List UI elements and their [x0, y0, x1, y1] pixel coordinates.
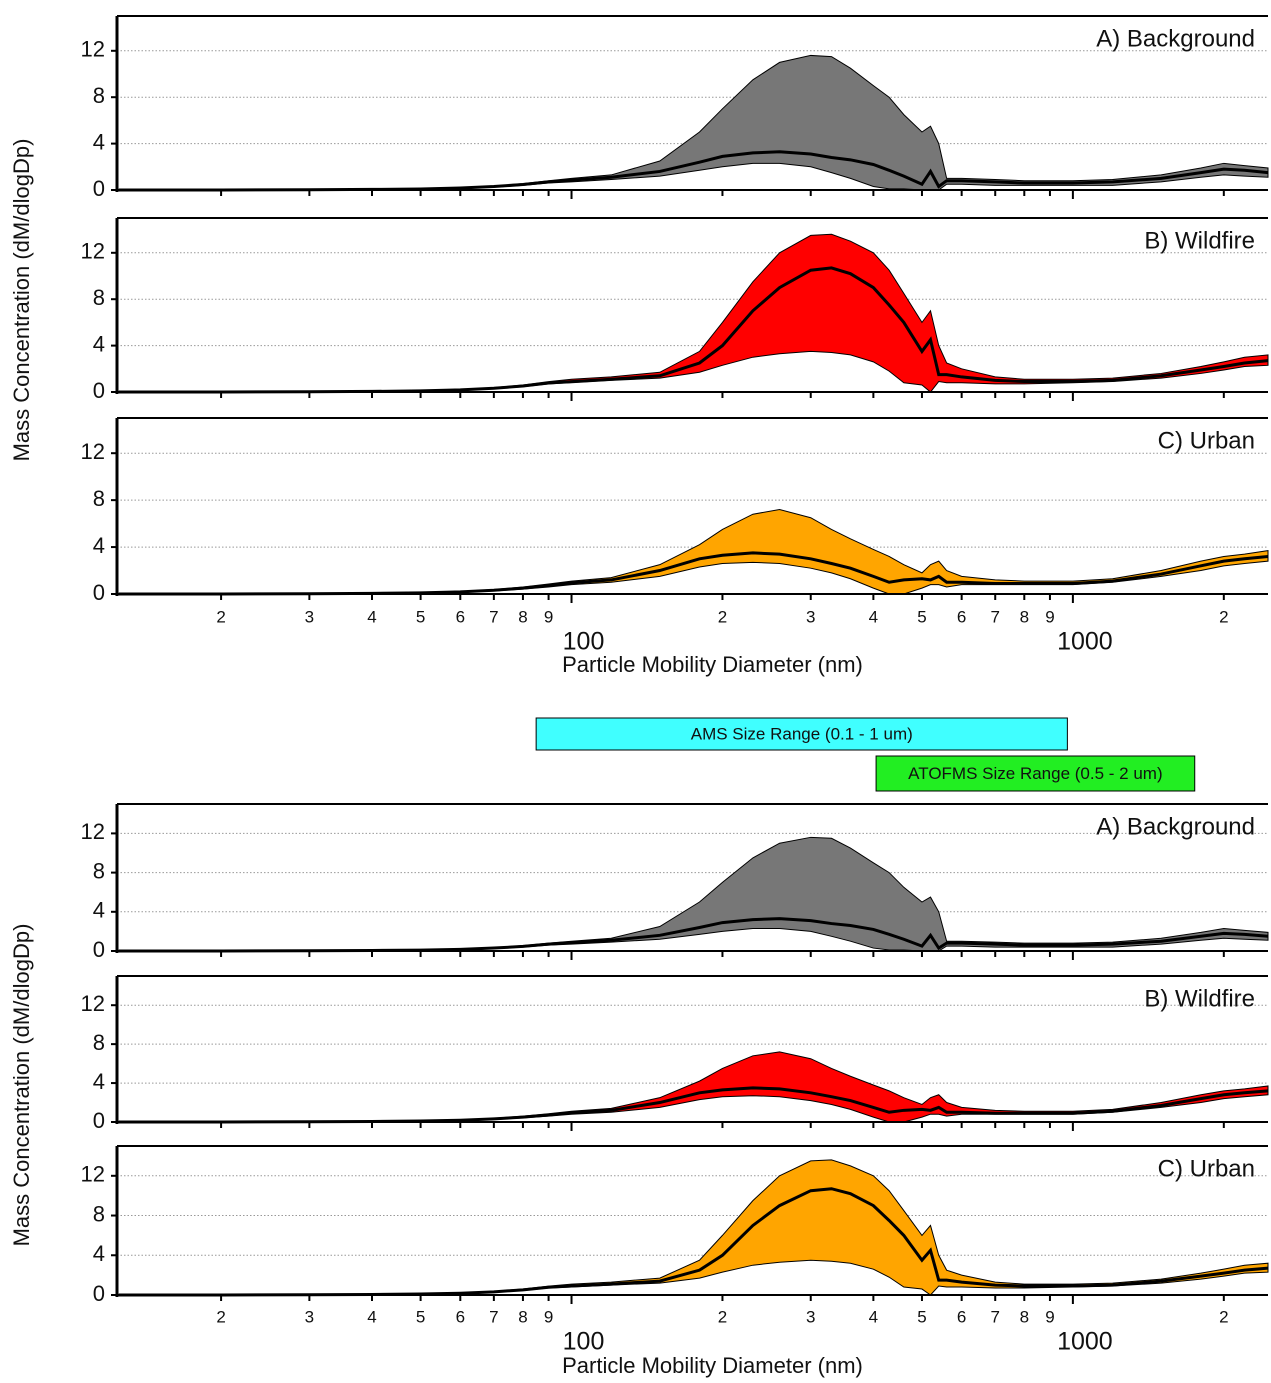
- y-tick-label: 12: [81, 439, 105, 464]
- size-range-label: ATOFMS Size Range (0.5 - 2 um): [908, 764, 1162, 783]
- x-tick-label: 8: [1020, 1307, 1029, 1326]
- x-tick-label: 9: [544, 1307, 553, 1326]
- y-tick-label: 0: [93, 937, 105, 962]
- x-tick-label: 3: [305, 1307, 314, 1326]
- panel-label: C) Urban: [1158, 1155, 1255, 1182]
- panel-label: B) Wildfire: [1144, 227, 1255, 254]
- x-tick-label: 1000: [1057, 1328, 1113, 1356]
- x-tick-label: 2: [216, 1307, 225, 1326]
- y-tick-label: 8: [93, 858, 105, 883]
- y-tick-label: 12: [81, 239, 105, 264]
- x-tick-label: 2: [718, 1307, 727, 1326]
- x-tick-label: 7: [990, 607, 999, 626]
- band: [118, 836, 1269, 952]
- x-tick-label: 8: [518, 607, 527, 626]
- band: [118, 233, 1269, 393]
- x-tick-label: 4: [367, 607, 376, 626]
- x-tick-label: 4: [869, 607, 878, 626]
- mean-line: [118, 150, 1269, 192]
- x-tick-label: 1000: [1057, 628, 1113, 656]
- x-tick-label: 8: [518, 1307, 527, 1326]
- band: [118, 509, 1269, 595]
- mean-line: [118, 551, 1269, 596]
- panel-label: A) Background: [1096, 25, 1255, 52]
- y-tick-label: 0: [93, 580, 105, 605]
- y-tick-label: 12: [81, 819, 105, 844]
- y-tick-label: 8: [93, 285, 105, 310]
- x-tick-label: 8: [1020, 607, 1029, 626]
- size-range-box: [535, 717, 1068, 751]
- x-tick-label: 3: [806, 607, 815, 626]
- x-tick-label: 2: [1219, 607, 1228, 626]
- x-tick-label: 7: [990, 1307, 999, 1326]
- y-tick-label: 0: [93, 1281, 105, 1306]
- panel-label: C) Urban: [1158, 427, 1255, 454]
- mean-line: [118, 266, 1269, 394]
- y-tick-label: 0: [93, 378, 105, 403]
- y-tick-label: 4: [93, 1069, 105, 1094]
- y-axis-title: Mass Concentration (dM/dlogDp): [9, 924, 34, 1247]
- x-tick-label: 100: [563, 1328, 605, 1356]
- panel-label: B) Wildfire: [1144, 985, 1255, 1012]
- y-tick-label: 4: [93, 331, 105, 356]
- x-axis-title: Particle Mobility Diameter (nm): [562, 652, 863, 677]
- x-tick-label: 5: [416, 607, 425, 626]
- band: [118, 1159, 1269, 1296]
- y-tick-label: 0: [93, 1108, 105, 1133]
- x-tick-label: 2: [1219, 1307, 1228, 1326]
- x-tick-label: 3: [806, 1307, 815, 1326]
- x-tick-label: 4: [367, 1307, 376, 1326]
- y-tick-label: 4: [93, 1241, 105, 1266]
- x-tick-label: 9: [1045, 607, 1054, 626]
- size-range-label: AMS Size Range (0.1 - 1 um): [691, 724, 913, 743]
- x-tick-label: 6: [456, 607, 465, 626]
- x-tick-label: 5: [917, 607, 926, 626]
- y-tick-label: 4: [93, 898, 105, 923]
- x-tick-label: 2: [216, 607, 225, 626]
- x-tick-label: 100: [563, 628, 605, 656]
- y-tick-label: 12: [81, 991, 105, 1016]
- size-range-box: [875, 755, 1196, 792]
- x-tick-label: 6: [957, 607, 966, 626]
- band: [118, 54, 1269, 191]
- y-tick-label: 4: [93, 129, 105, 154]
- y-tick-label: 8: [93, 486, 105, 511]
- x-tick-label: 7: [489, 1307, 498, 1326]
- x-tick-label: 4: [869, 1307, 878, 1326]
- x-tick-label: 7: [489, 607, 498, 626]
- x-tick-label: 9: [1045, 1307, 1054, 1326]
- y-tick-label: 12: [81, 37, 105, 62]
- mean-line: [118, 917, 1269, 953]
- band: [118, 1051, 1269, 1123]
- x-tick-label: 5: [917, 1307, 926, 1326]
- y-tick-label: 8: [93, 1201, 105, 1226]
- mean-line: [118, 1086, 1269, 1124]
- y-tick-label: 8: [93, 1030, 105, 1055]
- y-tick-label: 8: [93, 83, 105, 108]
- y-tick-label: 12: [81, 1162, 105, 1187]
- mean-line: [118, 1187, 1269, 1297]
- y-tick-label: 4: [93, 533, 105, 558]
- x-tick-label: 5: [416, 1307, 425, 1326]
- x-tick-label: 6: [957, 1307, 966, 1326]
- y-axis-title: Mass Concentration (dM/dlogDp): [9, 139, 34, 462]
- x-tick-label: 2: [718, 607, 727, 626]
- x-axis-title: Particle Mobility Diameter (nm): [562, 1353, 863, 1378]
- y-tick-label: 0: [93, 176, 105, 201]
- x-tick-label: 6: [456, 1307, 465, 1326]
- panel-label: A) Background: [1096, 813, 1255, 840]
- x-tick-label: 3: [305, 607, 314, 626]
- x-tick-label: 9: [544, 607, 553, 626]
